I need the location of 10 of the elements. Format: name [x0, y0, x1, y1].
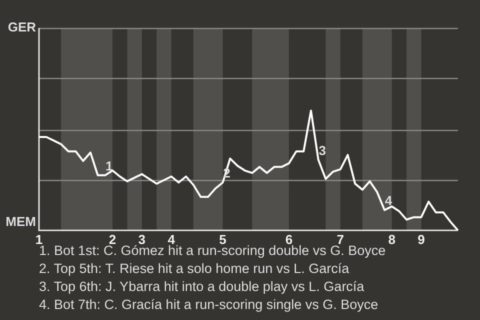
text: 3. Top 6th: J. Ybarra hit into a double play vs L. García	[39, 278, 366, 296]
text: 4. Bot 7th: C. Gracía hit a run-scoring single vs G. Boyce	[39, 296, 380, 314]
x-tick-label: 8	[388, 232, 396, 247]
text: MEM	[6, 214, 36, 229]
text: GER	[8, 20, 37, 35]
annotation: 3	[318, 142, 326, 158]
annotation: 4	[384, 193, 393, 208]
annotation: 1	[106, 158, 113, 174]
text: 2. Top 5th: T. Riese hit a solo home run vs L. García	[39, 260, 350, 278]
x-tick-label: 9	[418, 232, 425, 247]
